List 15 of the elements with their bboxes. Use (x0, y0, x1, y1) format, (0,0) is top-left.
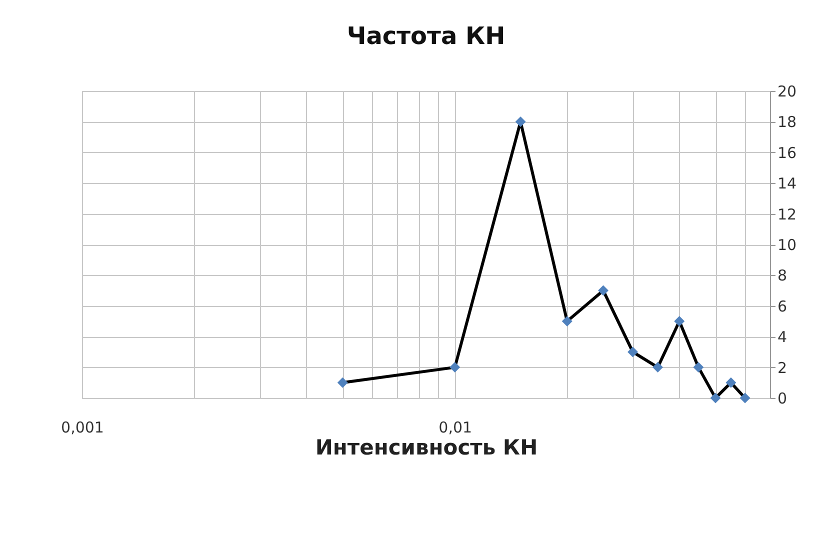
y-tick-label: 12 (778, 205, 797, 224)
y-tick-label: 8 (778, 266, 788, 285)
x-tick-label: 0,01 (438, 418, 472, 436)
y-tick-label: 14 (778, 174, 797, 193)
y-tick-label: 4 (778, 328, 788, 346)
x-tick-label: 0,001 (61, 418, 104, 436)
y-tick-label: 6 (778, 297, 788, 316)
chart-title: Частота КН (346, 22, 506, 50)
y-tick-label: 20 (778, 82, 797, 100)
y-tick-label: 2 (778, 358, 788, 377)
y-tick-label: 18 (778, 113, 797, 132)
x-axis-title: Интенсивность КН (315, 436, 538, 460)
y-tick-label: 0 (778, 390, 788, 408)
y-tick-label: 10 (778, 236, 797, 254)
y-tick-label: 16 (778, 144, 797, 162)
